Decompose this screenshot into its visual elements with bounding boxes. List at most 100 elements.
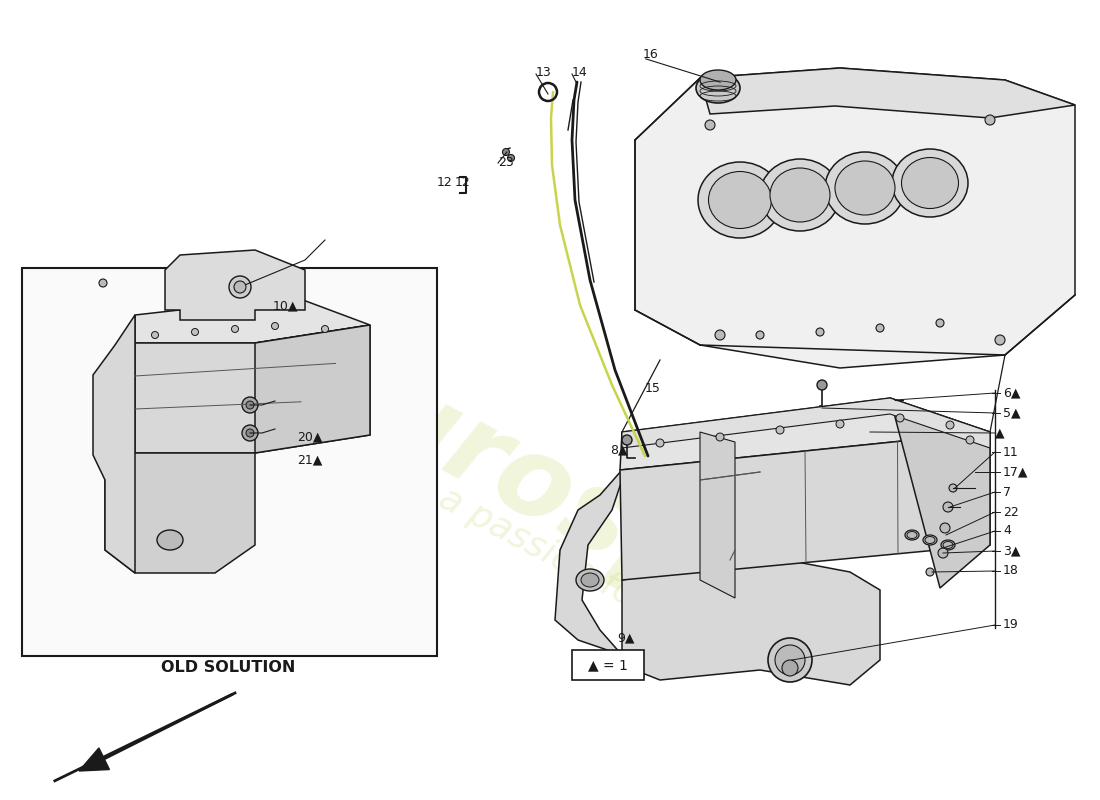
Circle shape [715,330,725,340]
Text: 9▲: 9▲ [617,631,635,645]
Circle shape [946,421,954,429]
Ellipse shape [825,152,905,224]
Text: 17▲: 17▲ [1003,466,1028,478]
Ellipse shape [229,276,251,298]
Circle shape [321,326,329,333]
Ellipse shape [902,158,958,209]
Circle shape [938,548,948,558]
Circle shape [246,429,254,437]
Text: 14: 14 [572,66,587,78]
Circle shape [966,436,974,444]
Circle shape [782,660,797,676]
Polygon shape [255,325,370,453]
Text: ▲: ▲ [996,426,1004,439]
Text: 3▲: 3▲ [1003,545,1021,558]
Ellipse shape [157,530,183,550]
Polygon shape [700,432,735,598]
Circle shape [246,401,254,409]
Circle shape [816,328,824,336]
Ellipse shape [576,569,604,591]
Polygon shape [79,748,109,771]
Circle shape [876,324,884,332]
Text: 11: 11 [1003,446,1019,458]
Circle shape [817,380,827,390]
Circle shape [943,502,953,512]
Polygon shape [620,398,990,470]
Circle shape [776,426,784,434]
Circle shape [716,433,724,441]
Ellipse shape [835,161,895,215]
Circle shape [507,154,515,162]
Text: 22: 22 [1003,506,1019,518]
Circle shape [99,279,107,287]
Polygon shape [635,68,1075,368]
Circle shape [896,414,904,422]
Circle shape [756,331,764,339]
Text: a passion for parts: a passion for parts [433,481,747,669]
Polygon shape [165,250,305,320]
Ellipse shape [940,540,955,550]
Text: 10▲: 10▲ [273,299,298,313]
Ellipse shape [696,73,740,103]
Circle shape [272,322,278,330]
Polygon shape [700,68,1075,118]
Text: 13: 13 [536,66,552,78]
Circle shape [152,331,158,338]
Text: 4: 4 [1003,525,1011,538]
Text: 20▲: 20▲ [297,430,322,443]
Polygon shape [620,432,990,580]
Circle shape [656,439,664,447]
Text: 16: 16 [644,49,659,62]
Circle shape [776,645,805,675]
Circle shape [836,420,844,428]
Ellipse shape [708,171,771,229]
Ellipse shape [892,149,968,217]
Ellipse shape [905,530,918,540]
Circle shape [503,149,509,155]
Ellipse shape [234,281,246,293]
Polygon shape [104,453,255,573]
Circle shape [926,568,934,576]
Text: ▲ = 1: ▲ = 1 [588,658,628,672]
Ellipse shape [698,162,782,238]
Polygon shape [621,555,880,685]
Ellipse shape [770,168,830,222]
Text: 5▲: 5▲ [1003,406,1021,419]
Polygon shape [135,297,370,343]
Text: 12: 12 [437,177,452,190]
Circle shape [242,425,258,441]
Circle shape [984,115,996,125]
Text: 23: 23 [498,155,514,169]
Ellipse shape [700,70,736,90]
Text: 19: 19 [1003,618,1019,631]
Ellipse shape [581,573,600,587]
Text: 8▲: 8▲ [610,443,628,457]
Text: 15: 15 [645,382,661,394]
Circle shape [621,435,632,445]
Polygon shape [94,315,135,573]
Text: 18: 18 [1003,565,1019,578]
Ellipse shape [923,535,937,545]
Text: eurospa: eurospa [292,324,789,656]
Text: 6▲: 6▲ [1003,386,1021,399]
Circle shape [996,335,1005,345]
Text: OLD SOLUTION: OLD SOLUTION [161,661,295,675]
Circle shape [242,397,258,413]
Circle shape [768,638,812,682]
Polygon shape [890,398,990,588]
Circle shape [936,319,944,327]
Bar [572,650,644,680]
Text: 7: 7 [1003,486,1011,498]
Polygon shape [556,432,622,655]
Text: 12: 12 [455,177,471,190]
Circle shape [231,326,239,333]
Circle shape [191,329,198,335]
Circle shape [705,120,715,130]
Circle shape [949,484,957,492]
FancyBboxPatch shape [22,268,437,656]
Text: 21▲: 21▲ [297,454,322,466]
Polygon shape [135,325,370,453]
Circle shape [940,523,950,533]
Ellipse shape [760,159,840,231]
Polygon shape [621,398,990,448]
